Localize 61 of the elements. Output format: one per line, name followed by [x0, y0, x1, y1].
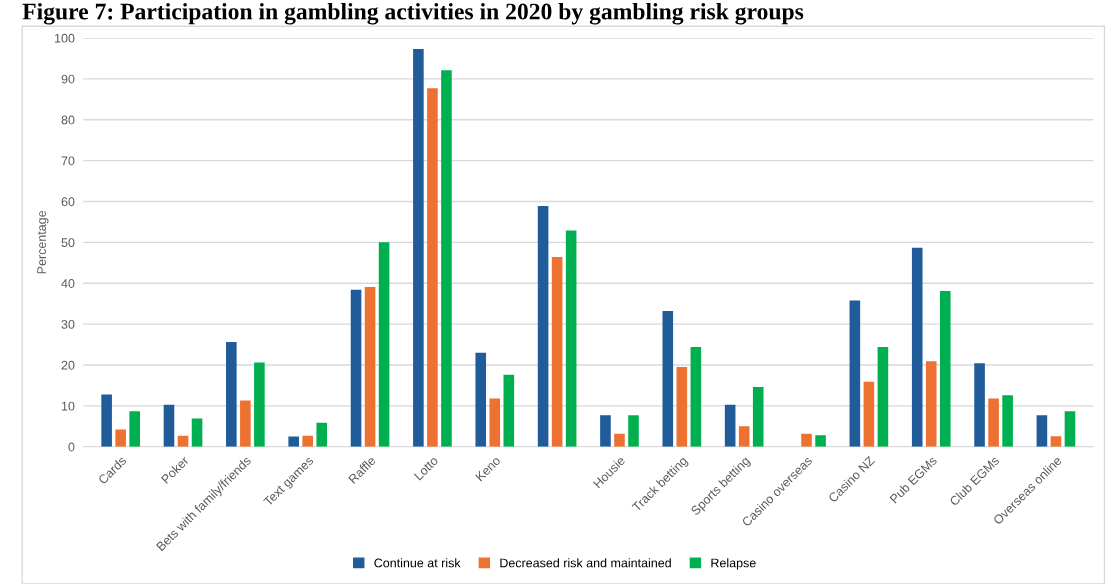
y-tick-label: 80 — [61, 115, 75, 125]
y-tick-label: 60 — [61, 197, 75, 207]
bar — [863, 381, 875, 447]
bar — [101, 394, 112, 447]
bar — [288, 436, 299, 447]
bar — [1002, 395, 1013, 447]
bar — [551, 257, 563, 447]
bar — [752, 387, 764, 447]
bar — [537, 205, 549, 447]
bar — [738, 426, 750, 447]
y-tick-label: 100 — [55, 33, 75, 43]
bar — [489, 398, 501, 447]
bar — [378, 242, 390, 447]
bar — [254, 362, 265, 447]
y-tick-label: 70 — [61, 156, 75, 166]
y-tick-label: 10 — [61, 401, 75, 411]
bar — [364, 286, 376, 447]
legend-label: Continue at risk — [374, 558, 461, 568]
bar — [939, 291, 951, 447]
bar — [302, 435, 314, 447]
bar — [925, 361, 937, 447]
y-tick-label: 90 — [61, 74, 75, 84]
bar — [129, 411, 140, 447]
bar — [226, 342, 237, 447]
bar — [628, 415, 639, 447]
bar — [911, 247, 923, 447]
bar — [316, 422, 328, 447]
bar — [877, 347, 889, 447]
bar — [849, 300, 861, 447]
bar — [690, 347, 702, 447]
bar — [115, 429, 126, 447]
y-tick-label: 20 — [61, 360, 75, 370]
bar — [815, 435, 826, 447]
legend-label: Decreased risk and maintained — [500, 558, 671, 568]
bar — [724, 404, 736, 447]
bar — [503, 374, 515, 447]
bar — [163, 404, 175, 447]
bar — [1036, 415, 1048, 447]
y-tick-label: 30 — [61, 319, 75, 329]
y-tick-label: 0 — [68, 442, 75, 452]
y-axis-title: Percentage — [37, 210, 49, 274]
bar — [427, 88, 438, 447]
y-tick-label: 40 — [61, 279, 75, 288]
bar — [441, 70, 452, 447]
bar — [988, 398, 999, 447]
bar — [676, 367, 688, 447]
bar — [413, 49, 424, 447]
bar — [974, 363, 985, 447]
bar — [600, 415, 611, 447]
legend-label: Relapse — [711, 558, 756, 570]
bar — [801, 433, 812, 447]
bar — [662, 311, 674, 447]
bar — [350, 289, 362, 447]
bar — [614, 433, 625, 447]
bar — [565, 230, 577, 447]
y-tick-label: 50 — [61, 238, 75, 248]
bar — [191, 418, 203, 447]
bar — [475, 352, 487, 447]
bar — [1064, 411, 1076, 447]
chart-title: Figure 7: Participation in gambling activities in 2020 by gambling risk groups — [22, 2, 804, 25]
bar — [240, 400, 251, 447]
